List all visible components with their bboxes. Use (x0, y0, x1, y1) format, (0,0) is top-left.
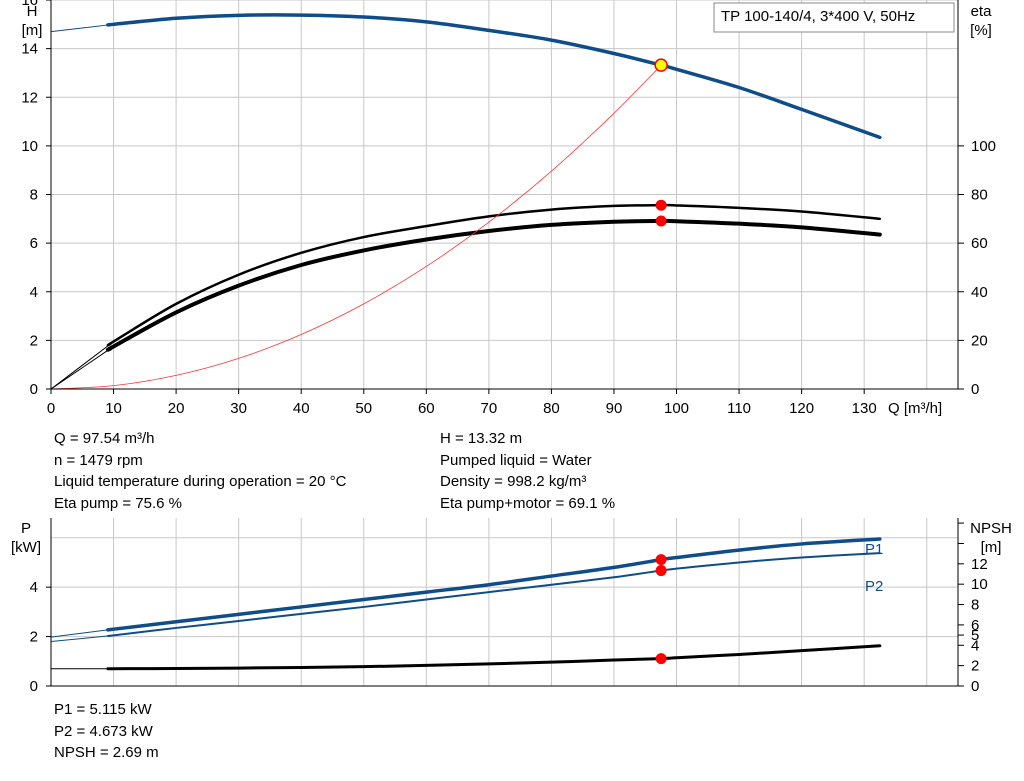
info-eta-pump-motor: Eta pump+motor = 69.1 % (440, 494, 616, 512)
info-liquid-temperature: Liquid temperature during operation = 20… (54, 473, 347, 490)
info-pumped-liquid: Pumped liquid = Water (440, 451, 592, 469)
p2-curve (106, 552, 881, 638)
duty-point-marker (654, 58, 668, 72)
y-tick-label: 10 (21, 138, 38, 155)
info-eta-pump: Eta pump = 75.6 % (54, 494, 182, 512)
npsh-tick-label: 12 (971, 556, 988, 573)
y2-tick-label: 0 (971, 381, 979, 398)
y-tick-label: 16 (21, 0, 38, 9)
eta-pump-motor-curve (105, 218, 882, 352)
x-tick-label: 50 (355, 400, 372, 417)
x-tick-label: 90 (606, 400, 623, 417)
x-tick-label: 20 (168, 400, 185, 417)
npsh-tick-label: 10 (971, 576, 988, 593)
p-tick-label: 4 (30, 579, 38, 596)
top-y-axis-label: H [m] (22, 3, 43, 39)
x-tick-label: 120 (789, 400, 814, 417)
npsh-point-marker (655, 653, 667, 665)
bottom-y-axis-label: P [kW] (11, 520, 41, 556)
eta-total-point-marker (655, 215, 667, 227)
bottom-chart-curves (50, 537, 882, 671)
title-box (713, 2, 955, 33)
x-axis-label: Q [m³/h] (888, 400, 942, 417)
y2-tick-label: 20 (971, 332, 988, 349)
x-tick-label: 130 (852, 400, 877, 417)
y2-tick-label: 100 (971, 138, 996, 155)
y-tick-label: 14 (21, 41, 38, 58)
x-tick-label: 80 (543, 400, 560, 417)
y-tick-label: 6 (30, 235, 38, 252)
operating-info-left: Q = 97.54 m³/h n = 1479 rpm Liquid tempe… (54, 428, 346, 514)
p-tick-label: 2 (30, 629, 38, 646)
top-chart-curves (50, 13, 882, 390)
bottom-chart-grid (51, 518, 958, 686)
x-tick-label: 40 (293, 400, 310, 417)
x-tick-label: 60 (418, 400, 435, 417)
x-tick-label: 70 (481, 400, 498, 417)
npsh-tick-label: 6 (971, 617, 979, 634)
npsh-tick-label: 8 (971, 597, 979, 614)
operating-point-markers (654, 58, 668, 665)
eta-pump-curve (106, 203, 882, 347)
p2-curve-label: P2 (865, 578, 883, 595)
p1-curve-label: P1 (865, 541, 883, 558)
npsh-tick-label: 2 (971, 658, 979, 675)
bottom-y2-axis-label: NPSH [m] (970, 520, 1012, 556)
p1-point-marker (655, 554, 667, 566)
operating-info-right: H = 13.32 m Pumped liquid = Water Densit… (440, 428, 615, 514)
y-tick-label: 0 (30, 381, 38, 398)
npsh-tick-label: 0 (971, 678, 979, 695)
npsh-curve (106, 644, 882, 671)
y2-tick-label: 60 (971, 235, 988, 252)
x-tick-label: 100 (664, 400, 689, 417)
x-tick-label: 10 (105, 400, 122, 417)
tick-labels: 0 10 20 30 40 50 60 70 80 90 100 110 120 130024681012… (21, 0, 996, 695)
y-tick-label: 12 (21, 89, 38, 106)
top-chart-grid (51, 0, 958, 389)
x-tick-label: 110 (727, 400, 751, 417)
operating-info-bottom: P1 = 5.115 kW P2 = 4.673 kW NPSH = 2.69 … (54, 699, 159, 764)
npsh-tick-label: 4 (971, 637, 979, 654)
y-tick-label: 4 (30, 284, 38, 301)
info-flow: Q = 97.54 m³/h (54, 430, 155, 447)
system-curve (50, 64, 662, 390)
eta-pump-point-marker (655, 199, 667, 211)
x-tick-label: 30 (230, 400, 247, 417)
info-head: H = 13.32 m (440, 430, 523, 447)
y2-tick-label: 40 (971, 284, 988, 301)
info-p1: P1 = 5.115 kW (54, 701, 152, 718)
p1-curve (106, 537, 882, 632)
y2-tick-label: 80 (971, 187, 988, 204)
y-tick-label: 8 (30, 187, 38, 204)
info-npsh: NPSH = 2.69 m (54, 744, 159, 761)
info-speed: n = 1479 rpm (54, 451, 143, 469)
x-tick-label: 0 (47, 400, 55, 417)
axes (46, 0, 964, 687)
head-curve (106, 13, 882, 140)
title-text: TP 100-140/4, 3*400 V, 50Hz (721, 8, 915, 25)
info-p2: P2 = 4.673 kW (54, 722, 153, 740)
y-tick-label: 2 (30, 332, 38, 349)
top-y2-axis-label: eta [%] (970, 3, 992, 39)
p-tick-label: 0 (30, 678, 38, 695)
p2-point-marker (655, 565, 667, 577)
info-density: Density = 998.2 kg/m³ (440, 473, 587, 490)
npsh-tick-label: 5 (971, 627, 979, 644)
